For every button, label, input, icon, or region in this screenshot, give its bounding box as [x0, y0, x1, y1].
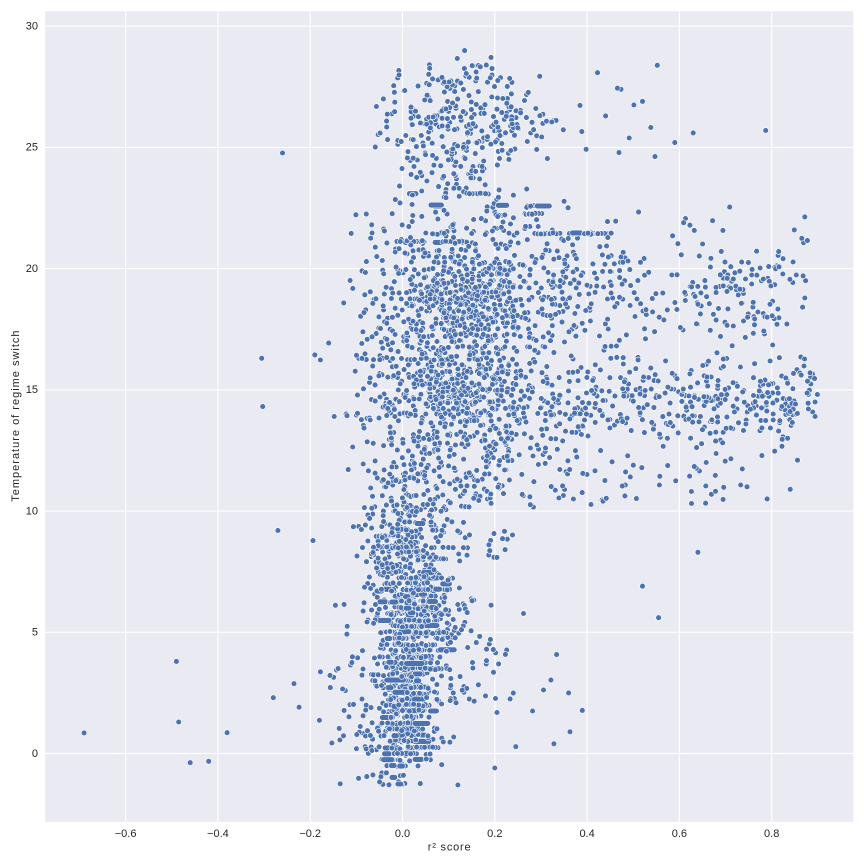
svg-text:15: 15: [26, 384, 38, 396]
svg-text:Temperature of regime switch: Temperature of regime switch: [10, 329, 22, 501]
svg-text:5: 5: [32, 627, 38, 639]
svg-text:r² score: r² score: [428, 842, 472, 854]
svg-text:25: 25: [26, 142, 38, 154]
svg-text:0.0: 0.0: [395, 828, 410, 840]
svg-text:−0.2: −0.2: [299, 828, 321, 840]
svg-text:−0.4: −0.4: [207, 828, 229, 840]
svg-text:−0.6: −0.6: [115, 828, 137, 840]
svg-text:0.8: 0.8: [764, 828, 779, 840]
svg-text:30: 30: [26, 21, 38, 33]
svg-text:0.4: 0.4: [579, 828, 594, 840]
svg-text:0.2: 0.2: [487, 828, 502, 840]
svg-text:20: 20: [26, 263, 38, 275]
svg-text:0.6: 0.6: [672, 828, 687, 840]
svg-text:10: 10: [26, 505, 38, 517]
svg-text:0: 0: [32, 748, 38, 760]
